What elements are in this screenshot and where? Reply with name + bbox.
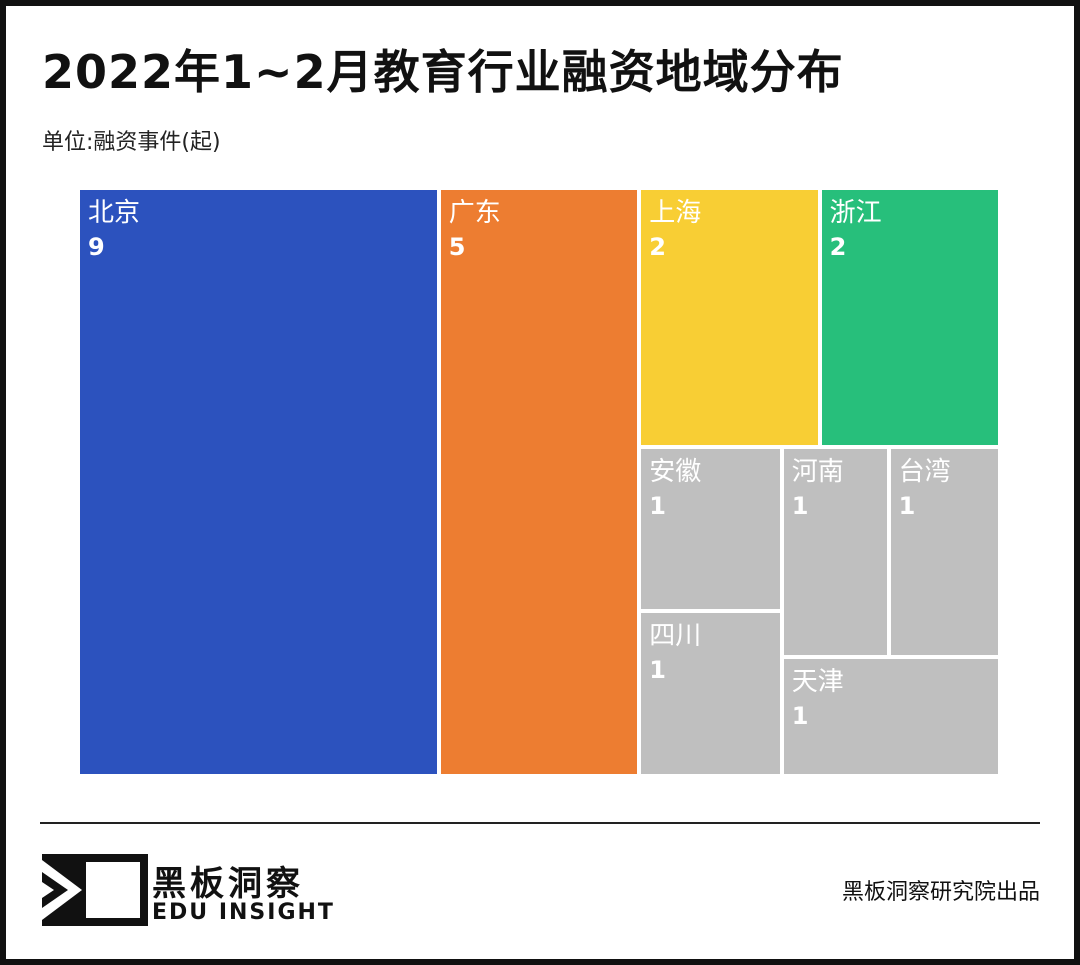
tile-value: 9 — [88, 233, 105, 261]
tile-value: 1 — [791, 702, 809, 731]
treemap-tile: 河南 1 — [783, 448, 887, 656]
tile-value: 5 — [448, 233, 466, 261]
tile-label: 安徽 — [649, 456, 702, 487]
tile-label: 天津 — [791, 667, 844, 698]
treemap-tile: 浙江 2 — [821, 190, 998, 445]
treemap-tile: 北京 9 — [80, 190, 437, 774]
edu-insight-logo-icon — [42, 854, 148, 926]
infographic-frame: 2022年1~2月教育行业融资地域分布 单位:融资事件(起) 北京 9 广东 5 上海 2… — [6, 6, 1074, 959]
footer-divider — [40, 822, 1040, 824]
treemap-tile: 四川 1 — [641, 613, 780, 774]
treemap-tile: 安徽 1 — [641, 448, 780, 610]
brand-name-en: EDU INSIGHT — [152, 900, 335, 925]
tile-value: 1 — [649, 656, 666, 685]
tile-label: 浙江 — [829, 198, 882, 228]
treemap-tile: 台湾 1 — [890, 448, 998, 656]
treemap-tile: 上海 2 — [641, 190, 818, 445]
chart-title: 2022年1~2月教育行业融资地域分布 — [42, 45, 844, 99]
tile-label: 四川 — [649, 621, 702, 652]
credit-text: 黑板洞察研究院出品 — [841, 880, 1040, 905]
unit-label: 单位:融资事件(起) — [42, 130, 221, 155]
tile-label: 台湾 — [898, 456, 951, 487]
tile-label: 广东 — [448, 198, 501, 228]
tile-value: 1 — [649, 491, 666, 520]
brand-name-cn: 黑板洞察 — [152, 864, 304, 904]
tile-label: 上海 — [649, 198, 702, 228]
tile-label: 河南 — [791, 456, 844, 487]
tile-value: 2 — [829, 233, 847, 261]
tile-value: 1 — [791, 491, 809, 520]
tile-value: 2 — [649, 233, 666, 261]
tile-label: 北京 — [88, 198, 141, 228]
treemap-tile: 广东 5 — [440, 190, 638, 774]
treemap-chart: 北京 9 广东 5 上海 2 浙江 2 安徽 1 河南 1 台湾 1 四川 1 天津 1 — [78, 188, 1000, 776]
treemap-tile: 天津 1 — [783, 659, 998, 774]
tile-value: 1 — [898, 491, 916, 520]
